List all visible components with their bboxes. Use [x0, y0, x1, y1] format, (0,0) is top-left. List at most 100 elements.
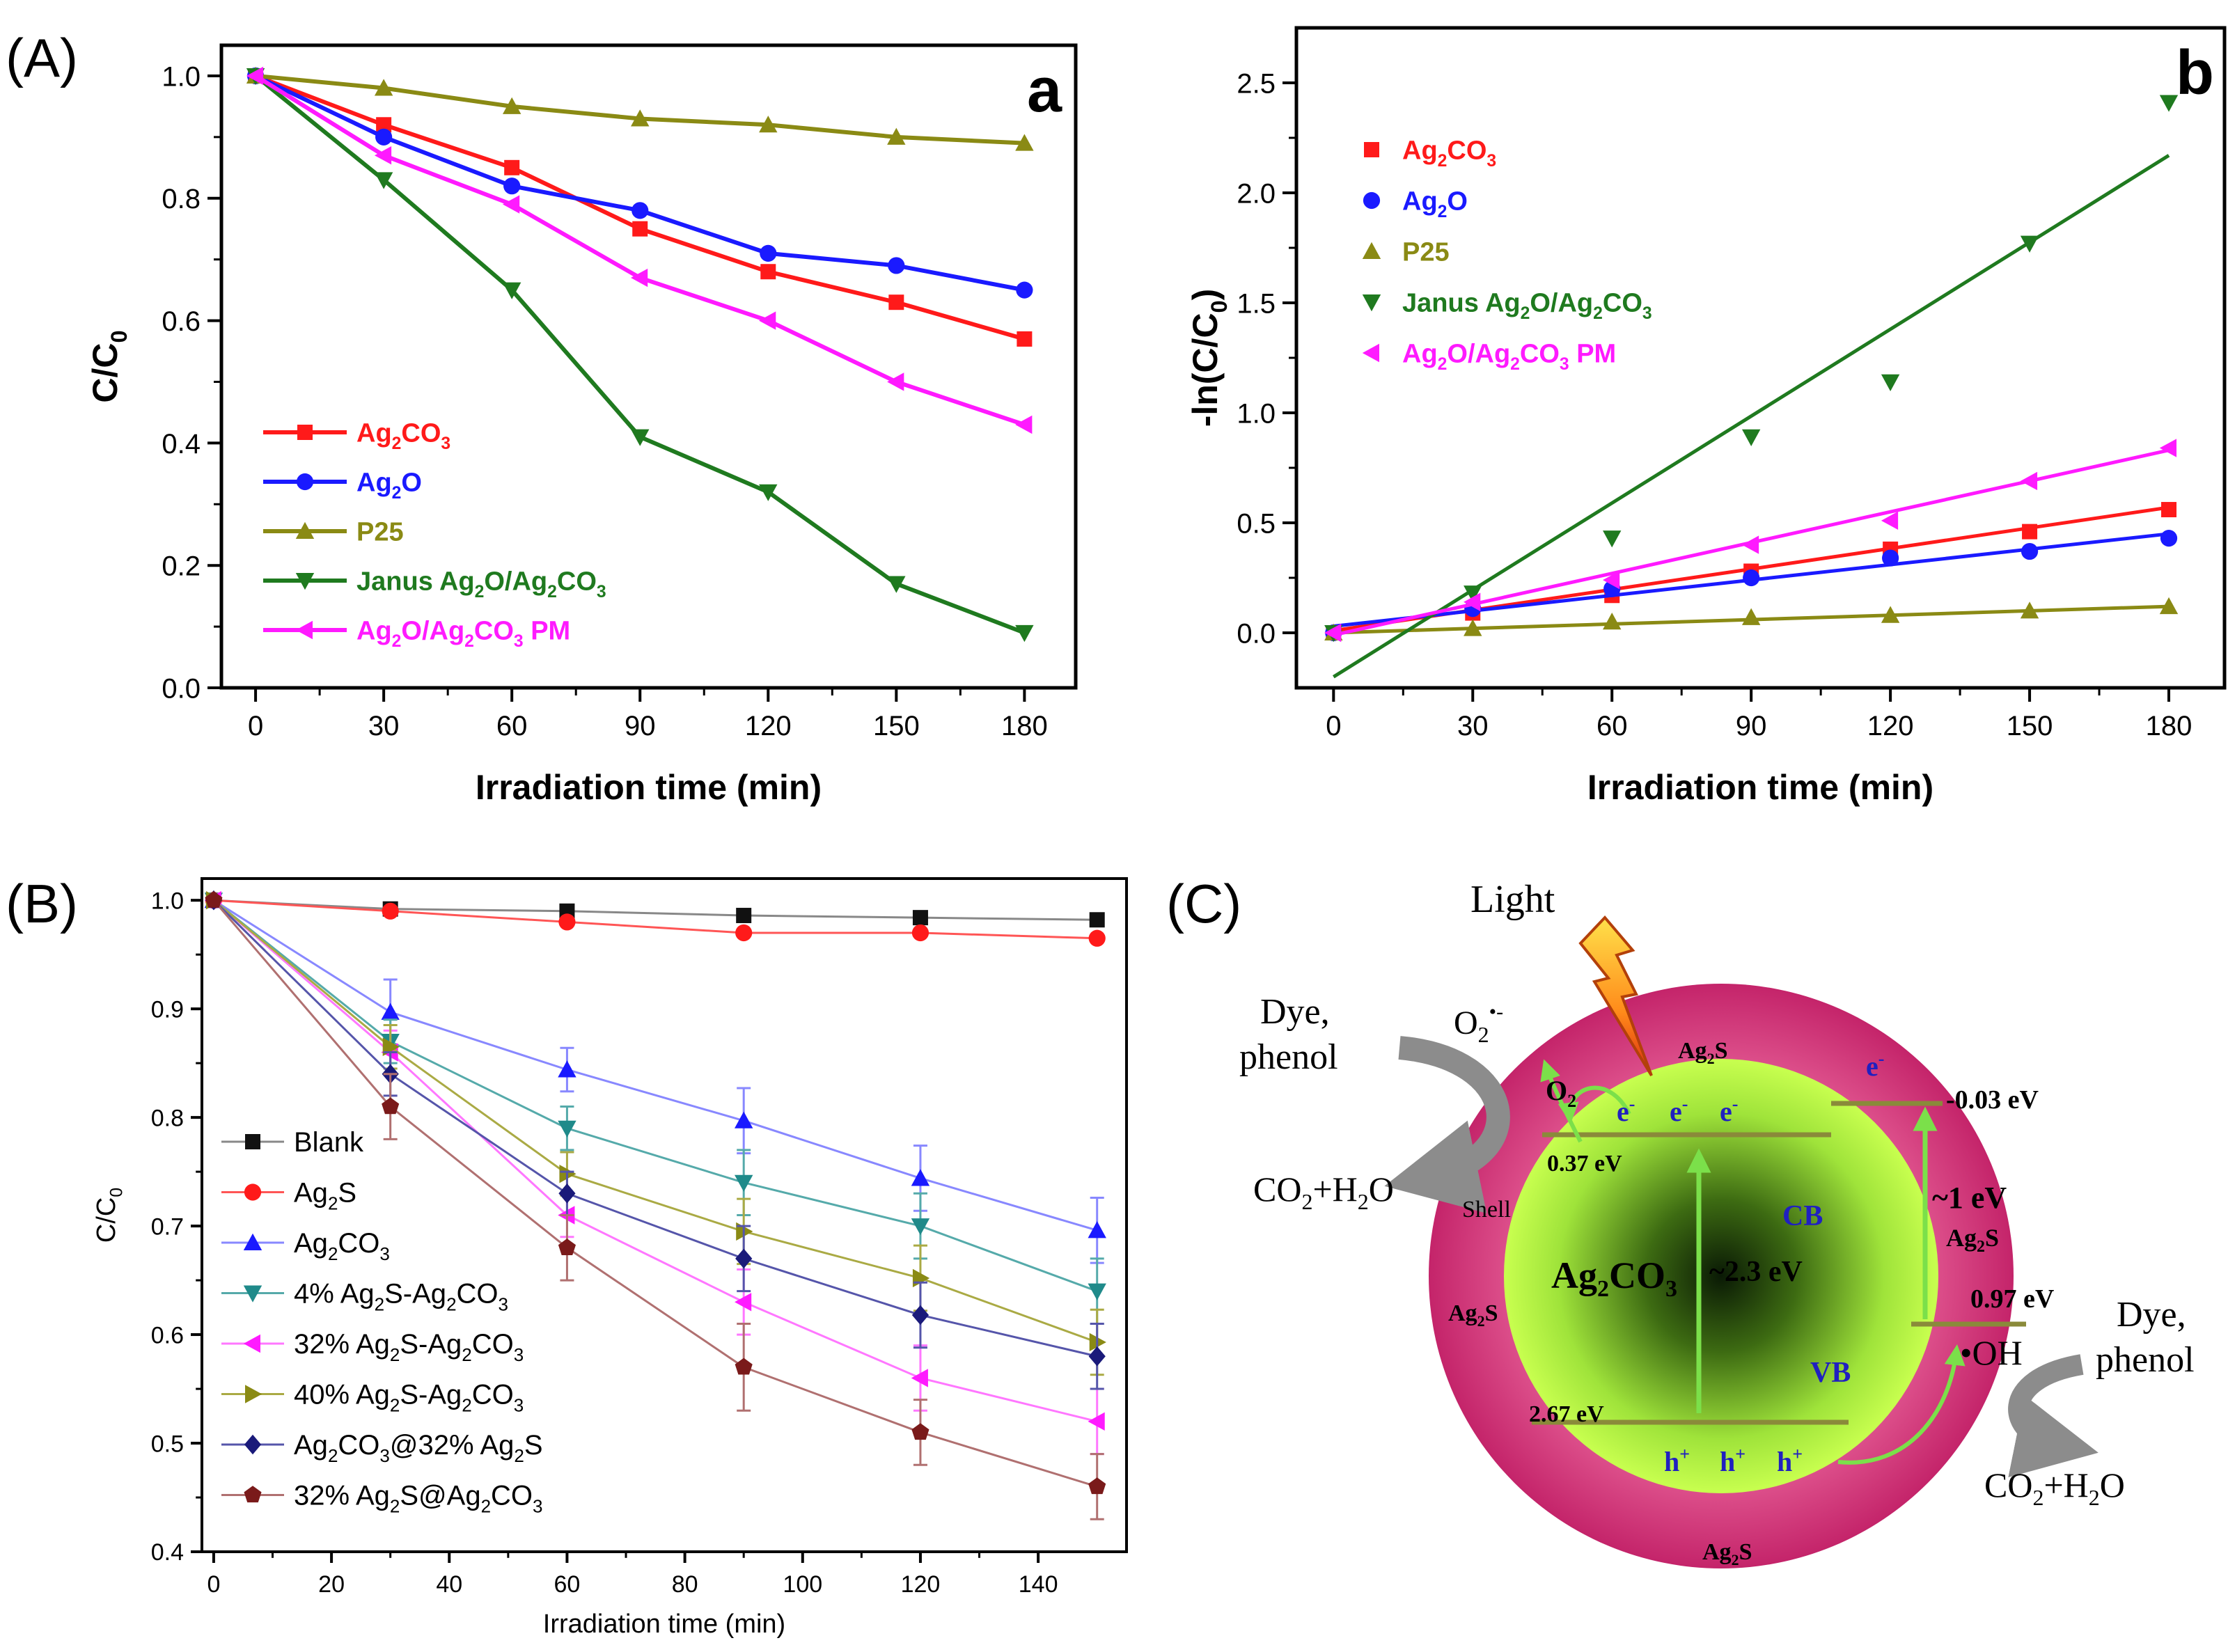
- data-point: [1603, 530, 1622, 548]
- core-vb-level: 2.67 eV: [1529, 1401, 1604, 1427]
- data-point: [1088, 929, 1106, 947]
- data-point: [502, 97, 521, 114]
- data-point: [1015, 415, 1033, 434]
- electron-3: e-: [1720, 1094, 1738, 1127]
- shell-vb-level: 0.97 eV: [1970, 1284, 2055, 1314]
- o2-radical-arrow: [1540, 1059, 1583, 1143]
- x-tick-label: 120: [1867, 711, 1914, 741]
- data-point: [911, 1423, 929, 1440]
- legend-label: Ag2O/Ag2CO3 PM: [356, 616, 570, 651]
- series-janus-ag2o-ag2co3: Janus Ag2O/Ag2CO3: [1324, 95, 2179, 679]
- data-point: [887, 127, 906, 145]
- oh-radical-label: •OH: [1960, 1333, 2023, 1372]
- x-axis-label: Irradiation time (min): [476, 768, 822, 807]
- shell-gap-label: ~1 eV: [1932, 1181, 2007, 1215]
- data-point: [1881, 511, 1899, 530]
- data-point: [1741, 535, 1759, 554]
- data-point: [374, 79, 393, 96]
- data-point: [735, 1248, 753, 1269]
- series-ag2co3: Ag2CO3: [248, 68, 1033, 453]
- plot-frame: [219, 43, 1078, 690]
- data-point: [2022, 524, 2038, 540]
- x-tick-label: 30: [368, 711, 400, 741]
- data-point: [558, 1238, 576, 1255]
- legend-label: Janus Ag2O/Ag2CO3: [356, 567, 606, 601]
- data-point: [1464, 585, 1482, 603]
- data-point: [2020, 235, 2039, 253]
- data-point: [2020, 601, 2039, 619]
- y-tick-label: 0.6: [162, 306, 201, 337]
- data-point: [1881, 606, 1900, 623]
- data-point: [888, 257, 905, 274]
- data-point: [503, 178, 521, 195]
- series-line: [213, 899, 1097, 940]
- fit-line: [1332, 154, 2170, 679]
- data-point: [1088, 1346, 1106, 1367]
- x-tick-label: 100: [783, 1571, 822, 1598]
- legend-label: Ag2S: [294, 1178, 356, 1214]
- data-point: [1464, 619, 1482, 636]
- x-tick-label: 0: [1326, 711, 1341, 741]
- series-line: [254, 74, 1025, 292]
- data-point: [1741, 608, 1761, 625]
- x-tick-label: 150: [873, 711, 920, 741]
- data-point: [2159, 95, 2179, 112]
- data-point: [1882, 549, 1899, 567]
- legend-marker: [243, 1233, 262, 1250]
- legend-label: Ag2O: [356, 468, 422, 503]
- data-point: [1088, 1283, 1106, 1300]
- data-point: [911, 924, 929, 942]
- data-point: [504, 159, 520, 175]
- right-degradation-arrow: [2008, 1354, 2098, 1477]
- phenol-left-label: phenol: [1239, 1037, 1338, 1077]
- light-label: Light: [1470, 878, 1555, 921]
- y-axis-label: -ln(C/C0): [1186, 289, 1232, 427]
- data-point: [735, 924, 753, 942]
- corner-label: a: [1027, 56, 1062, 125]
- co2-right-label: CO2+H2O: [1984, 1465, 2125, 1510]
- data-point: [1743, 569, 1760, 587]
- core-gap-label: ~2.3 eV: [1709, 1256, 1803, 1288]
- data-point: [382, 902, 399, 920]
- y-axis-label: C/C0: [86, 330, 132, 402]
- x-axis-label: Irradiation time (min): [543, 1610, 785, 1639]
- data-point: [246, 66, 264, 86]
- data-point: [375, 128, 393, 145]
- y-tick-label: 0.9: [151, 996, 184, 1023]
- y-tick-label: 0.8: [151, 1105, 184, 1131]
- y-tick-label: 1.0: [1237, 398, 1276, 429]
- legend-label: Ag2O/Ag2CO3 PM: [1402, 339, 1616, 374]
- legend-label: Ag2CO3: [356, 418, 450, 453]
- series-ag2o-ag2co3-pm: Ag2O/Ag2CO3 PM: [1324, 339, 2177, 643]
- legend-label: Ag2CO3: [294, 1228, 390, 1264]
- data-point: [911, 1305, 929, 1325]
- x-tick-label: 180: [1001, 711, 1048, 741]
- data-point: [736, 908, 752, 924]
- data-point: [376, 117, 392, 133]
- data-point: [1015, 134, 1034, 151]
- shell-cb-level: -0.03 eV: [1946, 1085, 2039, 1115]
- electron-transfer-arrow: [1558, 1085, 1631, 1124]
- x-tick-label: 0: [207, 1571, 220, 1598]
- data-point: [1881, 374, 1900, 391]
- corner-label: b: [2176, 38, 2214, 108]
- legend-label: Ag2CO3@32% Ag2S: [294, 1430, 543, 1466]
- series-blank: Blank: [205, 892, 1105, 1158]
- data-point: [1324, 623, 1342, 643]
- series-line: [213, 899, 1098, 1232]
- data-point: [632, 221, 648, 237]
- data-point: [2020, 471, 2038, 491]
- chart-a: 0 30 60 90 120 150 180 0.0 0.2 0.4 0.6 0.8 1.0 Irradi…: [86, 43, 1078, 807]
- data-point: [502, 282, 521, 299]
- data-point: [558, 1183, 576, 1204]
- core-label: Ag2CO3: [1551, 1254, 1677, 1302]
- x-tick-label: 60: [496, 711, 528, 741]
- dye-left-label: Dye,: [1260, 992, 1330, 1032]
- data-point: [1016, 281, 1033, 299]
- panel-label-b: (B): [6, 873, 78, 934]
- electron-shell: e-: [1866, 1048, 1884, 1082]
- vb-label: VB: [1810, 1357, 1851, 1389]
- y-tick-label: 0.7: [151, 1213, 184, 1240]
- data-point: [1015, 624, 1034, 643]
- electron-2: e-: [1670, 1094, 1688, 1127]
